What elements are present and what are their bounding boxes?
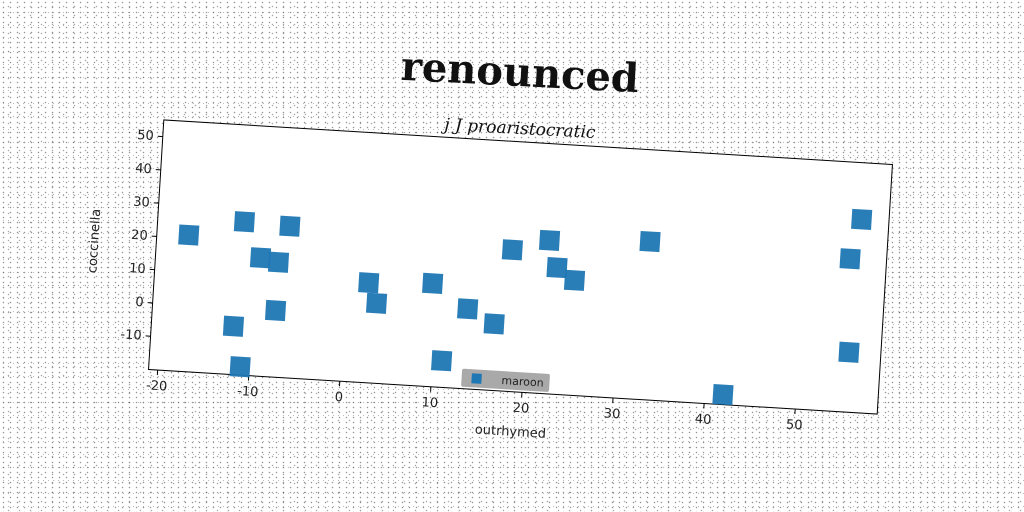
data-point — [229, 356, 251, 378]
x-tick-label: -20 — [146, 378, 168, 394]
x-tick-label: 20 — [512, 401, 529, 417]
data-point — [431, 350, 453, 372]
data-point — [233, 211, 256, 233]
x-tick-label: 10 — [421, 395, 438, 411]
data-point — [839, 248, 861, 270]
x-tick-label: -10 — [237, 384, 259, 400]
data-point — [563, 269, 586, 291]
y-tick-label: 20 — [131, 228, 148, 244]
y-tick-label: 0 — [135, 295, 144, 310]
data-point — [422, 272, 444, 294]
legend-marker — [471, 373, 482, 384]
x-tick-label: 0 — [334, 390, 343, 405]
data-point — [538, 229, 561, 251]
data-point — [222, 315, 245, 337]
data-point — [267, 251, 290, 273]
data-point — [501, 239, 523, 261]
data-point — [365, 292, 388, 314]
data-point — [249, 247, 272, 269]
x-tick-label: 40 — [694, 412, 711, 428]
y-tick-label: 50 — [137, 128, 154, 144]
chart-title: renounced — [400, 43, 640, 102]
x-axis-label: outrhymed — [474, 423, 546, 442]
legend-label: maroon — [501, 374, 544, 390]
data-point — [851, 208, 873, 231]
data-point — [546, 256, 568, 279]
y-tick-label: 40 — [135, 161, 152, 177]
plot-area: -20 -10 0 10 20 30 40 50 -10 0 10 20 30 40 50 maroon o… — [85, 119, 893, 442]
plot-frame — [148, 119, 893, 415]
data-point — [838, 341, 860, 363]
x-tick-label: 50 — [785, 418, 802, 434]
y-tick-label: 10 — [129, 261, 146, 277]
data-point — [279, 215, 301, 237]
data-point — [639, 230, 661, 253]
x-tick-label: 30 — [603, 406, 620, 422]
data-point — [358, 272, 380, 294]
data-point — [712, 384, 734, 406]
data-point — [264, 299, 287, 322]
legend-box — [461, 368, 550, 392]
y-axis-label: coccinella — [85, 208, 104, 273]
data-point — [178, 224, 200, 246]
legend: maroon — [461, 368, 550, 392]
y-tick-label: -10 — [120, 327, 142, 343]
y-tick-label: 30 — [133, 195, 150, 211]
data-point — [483, 313, 505, 335]
data-point — [457, 298, 479, 320]
